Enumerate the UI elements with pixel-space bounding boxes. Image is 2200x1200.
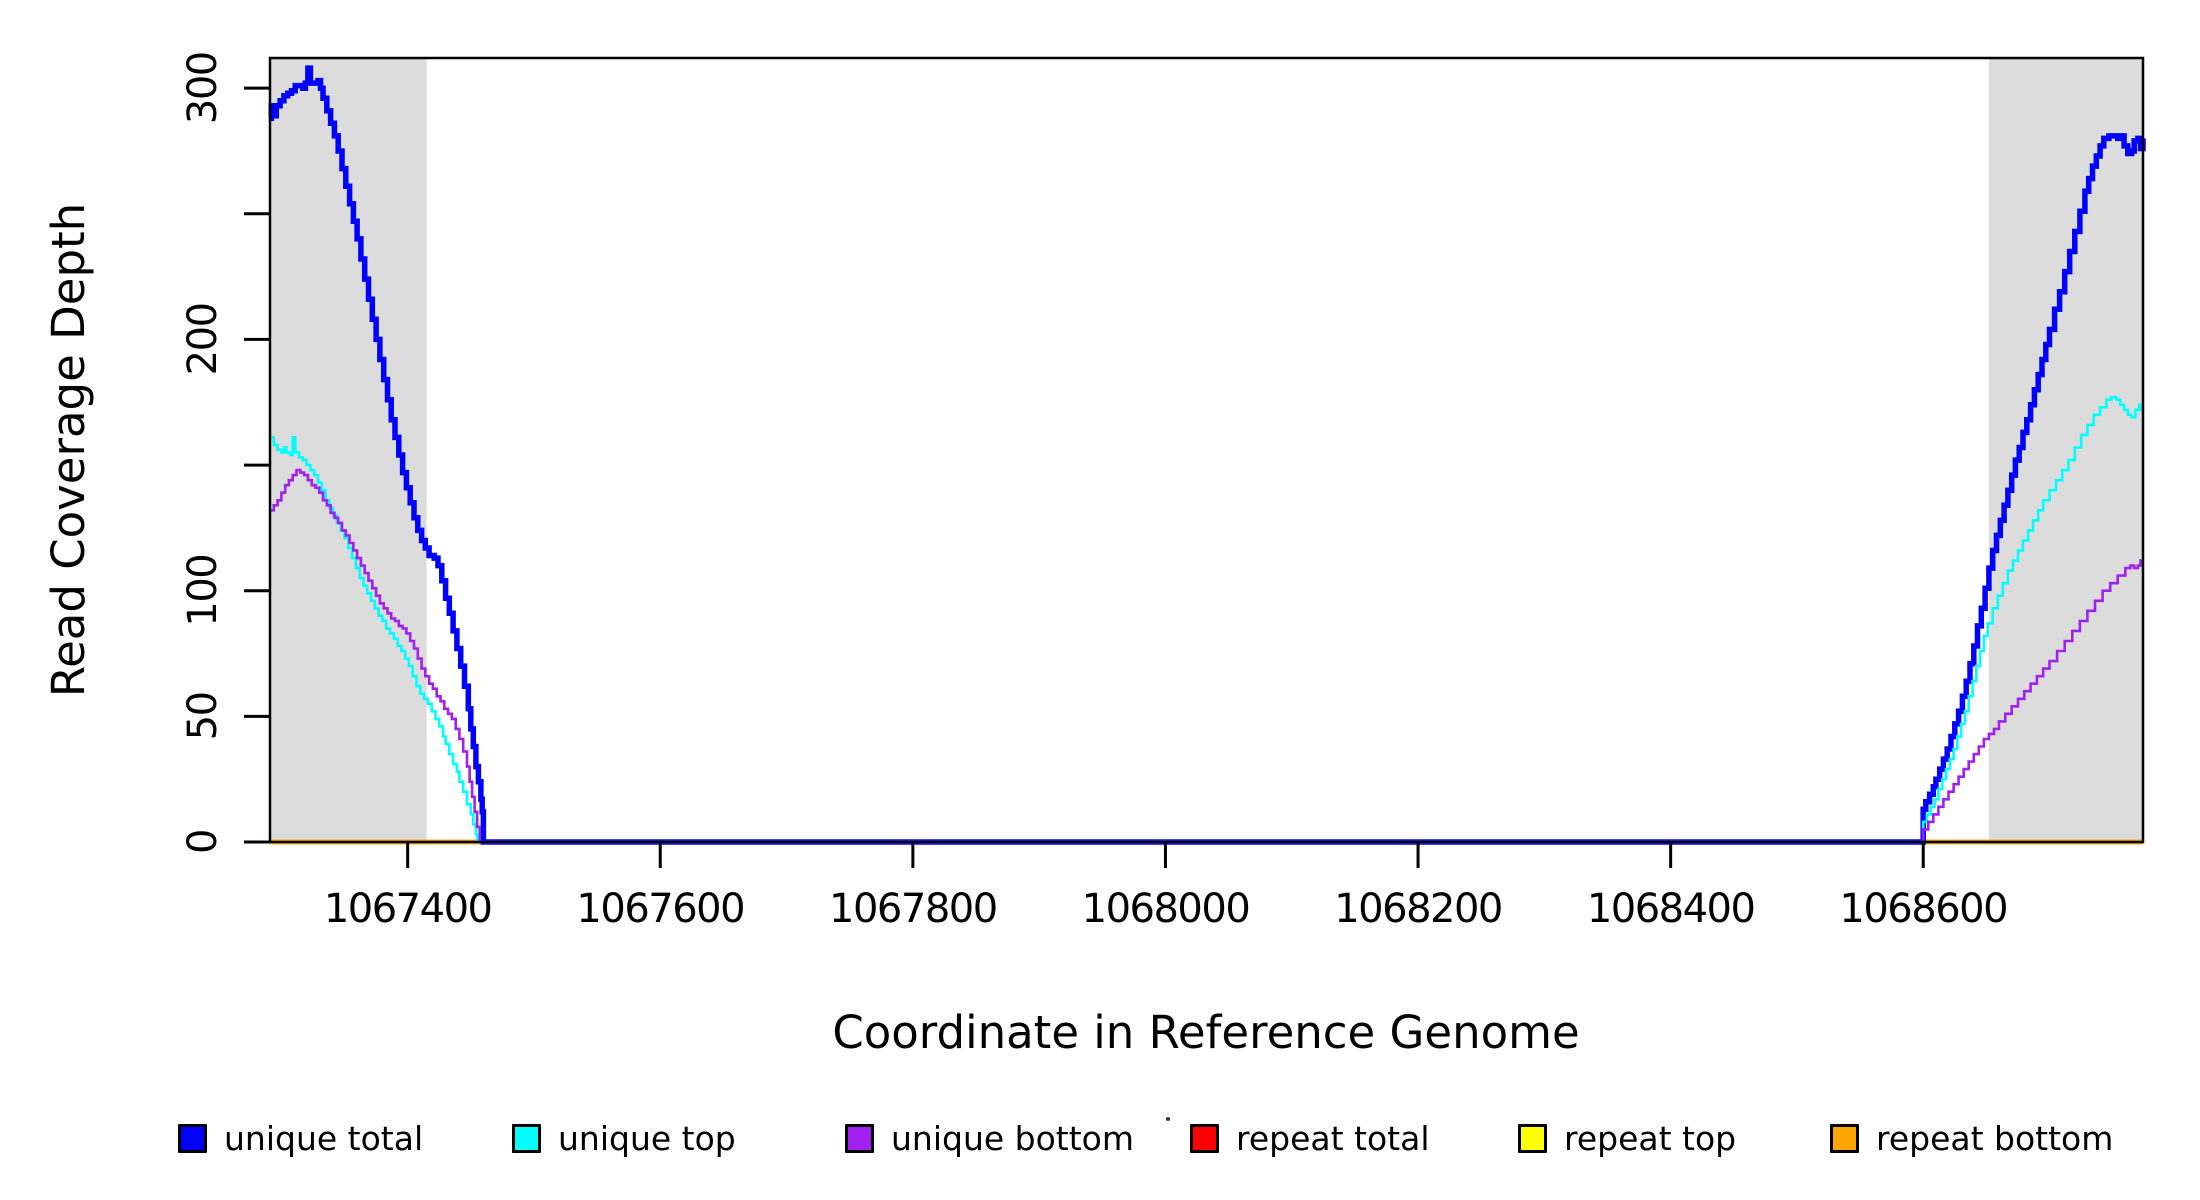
shaded-regions — [270, 58, 2143, 842]
legend: unique total unique top unique bottom repea… — [0, 1114, 2200, 1170]
legend-label: unique bottom — [891, 1118, 1135, 1158]
y-tick-label: 200 — [180, 303, 226, 375]
plot-box — [268, 56, 2145, 844]
legend-label: unique total — [224, 1118, 424, 1158]
y-tick-label: 100 — [180, 555, 226, 627]
legend-swatch — [512, 1123, 541, 1153]
legend-label: repeat bottom — [1876, 1118, 2114, 1158]
y-axis-ticks: 0 50 100 200 300 — [180, 52, 270, 854]
y-tick-label: 300 — [180, 52, 226, 124]
y-tick-label: 50 — [180, 692, 226, 740]
x-tick-label: 1068200 — [1334, 886, 1502, 932]
legend-item-repeat-bottom: repeat bottom — [1830, 1114, 2113, 1162]
x-tick-label: 1068000 — [1082, 886, 1250, 932]
legend-item-repeat-top: repeat top — [1518, 1114, 1736, 1162]
legend-label: repeat top — [1564, 1118, 1737, 1158]
legend-item-unique-bottom: unique bottom — [845, 1114, 1134, 1162]
x-axis-title: Coordinate in Reference Genome — [832, 1006, 1579, 1059]
series-line-unique-bottom — [270, 468, 2143, 844]
legend-label: unique top — [558, 1118, 736, 1158]
x-tick-label: 1067400 — [324, 886, 492, 932]
legend-swatch — [1518, 1123, 1547, 1153]
x-tick-label: 1067800 — [829, 886, 997, 932]
y-axis-title: Read Coverage Depth — [42, 203, 95, 697]
coverage-chart: 1067400 1067600 1067800 1068000 1068200 10684… — [42, 52, 2146, 1059]
plot-frame — [268, 56, 2145, 844]
legend-swatch — [1830, 1123, 1859, 1153]
x-tick-label: 1067600 — [576, 886, 744, 932]
legend-item-unique-total: unique total — [178, 1114, 423, 1162]
shaded-region — [1988, 58, 2143, 842]
legend-swatch — [178, 1123, 207, 1153]
series-line-unique-total — [268, 65, 2146, 845]
series-lines — [268, 65, 2146, 845]
legend-swatch — [845, 1123, 874, 1153]
legend-label: repeat total — [1236, 1118, 1430, 1158]
stray-dot — [1166, 1117, 1170, 1121]
legend-item-repeat-total: repeat total — [1190, 1114, 1430, 1162]
x-tick-label: 1068400 — [1587, 886, 1755, 932]
x-axis-ticks: 1067400 1067600 1067800 1068000 1068200 10684… — [324, 842, 2009, 932]
legend-item-unique-top: unique top — [512, 1114, 736, 1162]
y-tick-label: 0 — [180, 830, 226, 854]
series-line-unique-top — [270, 395, 2145, 844]
legend-swatch — [1190, 1123, 1219, 1153]
x-tick-label: 1068600 — [1839, 886, 2007, 932]
